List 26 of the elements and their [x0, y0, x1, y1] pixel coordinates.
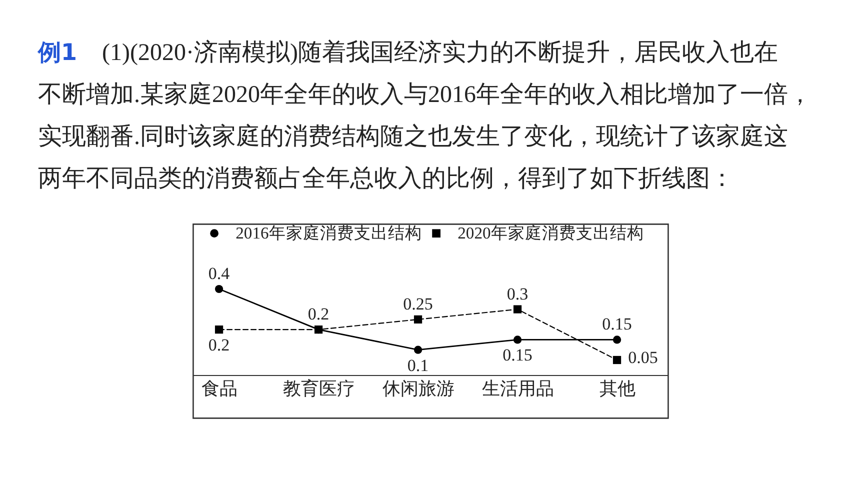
chart-title: 例1 (1)(2020·济南模拟)随着我国经济实力的不断提升，居民收入也在不断增加.某家庭2020年全年的收入与2016年全年的收入相比增加了一倍，实现翻番.同时该家庭的消费结构随之也发生了变化，现统计了该家庭这两年不同品类的消费额占全年总收入的比例，得到了如下折线图：	[37, 39, 812, 192]
point	[314, 326, 323, 334]
x-tick-label: 食品	[202, 378, 238, 398]
point	[214, 284, 224, 294]
data-label: 0.2	[308, 304, 330, 324]
data-label: 0.1	[407, 356, 429, 375]
data-label: 0.15	[502, 346, 532, 365]
legend-label: 2016年家庭消费支出结构	[236, 223, 422, 242]
point	[612, 336, 622, 344]
data-label: 0.05	[628, 348, 658, 367]
data-label: 0.25	[403, 294, 433, 314]
point	[513, 336, 522, 344]
data-label: 0.2	[208, 336, 230, 355]
point	[414, 346, 422, 354]
point	[414, 315, 422, 324]
x-tick-label: 其他	[600, 378, 636, 398]
legend-label: 2020年家庭消费支出结构	[458, 223, 644, 242]
data-label: 0.3	[506, 284, 528, 304]
x-tick-label: 休闲旅游	[382, 378, 455, 398]
x-tick-label: 教育医疗	[283, 378, 356, 398]
point	[513, 305, 522, 314]
data-label: 0.15	[602, 314, 632, 334]
data-label: 0.4	[208, 264, 230, 283]
point	[612, 356, 622, 364]
point	[214, 326, 224, 334]
x-tick-label: 生活用品	[482, 378, 554, 398]
